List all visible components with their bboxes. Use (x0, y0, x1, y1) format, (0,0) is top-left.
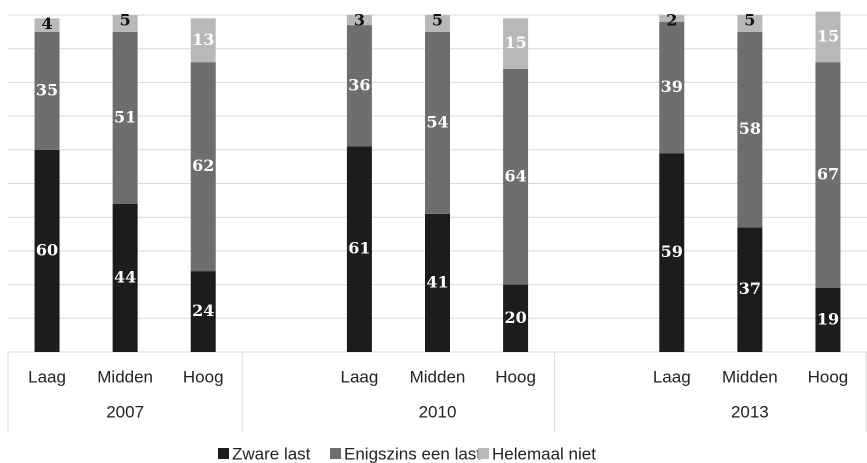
bar-segment (737, 31, 763, 228)
legend-swatch (478, 448, 489, 459)
data-label: 39 (661, 77, 683, 96)
bar-segment (112, 203, 138, 352)
data-label: 62 (192, 156, 214, 175)
bar-segment (425, 213, 450, 352)
bar-segment (503, 284, 529, 352)
bar-segment (659, 15, 685, 22)
bar-segment (346, 146, 372, 352)
bar-segment (190, 18, 216, 63)
bar-segment (112, 31, 138, 204)
group-label: 2007 (106, 402, 144, 421)
data-label: 24 (192, 301, 214, 320)
x-tick-label: Laag (653, 367, 691, 386)
data-label: 3 (354, 11, 365, 30)
data-label: 67 (817, 165, 839, 184)
legend-swatch (218, 448, 229, 459)
bar-segment (503, 68, 529, 285)
legend-label: Enigszins een last (344, 444, 481, 463)
x-tick-label: Hoog (183, 367, 224, 386)
data-label: 13 (192, 30, 214, 49)
legend-swatch (330, 448, 341, 459)
data-label: 15 (504, 33, 526, 52)
data-label: 58 (739, 119, 761, 138)
bar-segment (737, 227, 763, 352)
bar-segment (659, 21, 685, 154)
group-label: 2013 (731, 402, 769, 421)
data-label: 54 (426, 112, 448, 131)
data-label: 36 (348, 75, 370, 94)
data-label: 20 (504, 308, 526, 327)
bar-segment (34, 18, 60, 32)
bar-segment (737, 15, 763, 32)
bar-segment (815, 287, 841, 352)
data-label: 41 (426, 272, 448, 291)
bar-segment (425, 15, 450, 32)
bar-segment (503, 18, 529, 69)
data-label: 5 (432, 11, 443, 30)
x-tick-label: Laag (340, 367, 378, 386)
x-tick-label: Midden (410, 367, 466, 386)
data-label: 61 (348, 239, 370, 258)
x-tick-label: Midden (722, 367, 778, 386)
data-label: 64 (504, 166, 526, 185)
data-label: 51 (114, 107, 136, 126)
data-label: 59 (661, 242, 683, 261)
legend-label: Zware last (232, 444, 311, 463)
data-label: 44 (114, 267, 136, 286)
bar-segment (34, 149, 60, 352)
bar-segment (34, 31, 60, 150)
data-label: 35 (36, 80, 58, 99)
x-tick-label: Hoog (808, 367, 849, 386)
data-label: 19 (817, 309, 839, 328)
bar-segment (346, 15, 372, 26)
data-label: 60 (36, 240, 58, 259)
x-tick-label: Hoog (495, 367, 536, 386)
bar-segment (425, 31, 450, 214)
bar-segment (815, 62, 841, 288)
group-label: 2010 (419, 402, 457, 421)
bar-segment (659, 153, 685, 352)
bar-segment (815, 11, 841, 63)
x-tick-label: Midden (97, 367, 153, 386)
data-label: 15 (817, 26, 839, 45)
data-label: 4 (41, 14, 52, 33)
bar-segment (190, 271, 216, 352)
data-label: 5 (120, 11, 131, 30)
bar-segment (190, 62, 216, 272)
data-label: 5 (744, 11, 755, 30)
bar-segment (112, 15, 138, 32)
legend-label: Helemaal niet (492, 444, 596, 463)
x-tick-label: Laag (28, 367, 66, 386)
bar-segment (346, 25, 372, 147)
data-label: 2 (666, 11, 677, 30)
data-label: 37 (739, 279, 761, 298)
